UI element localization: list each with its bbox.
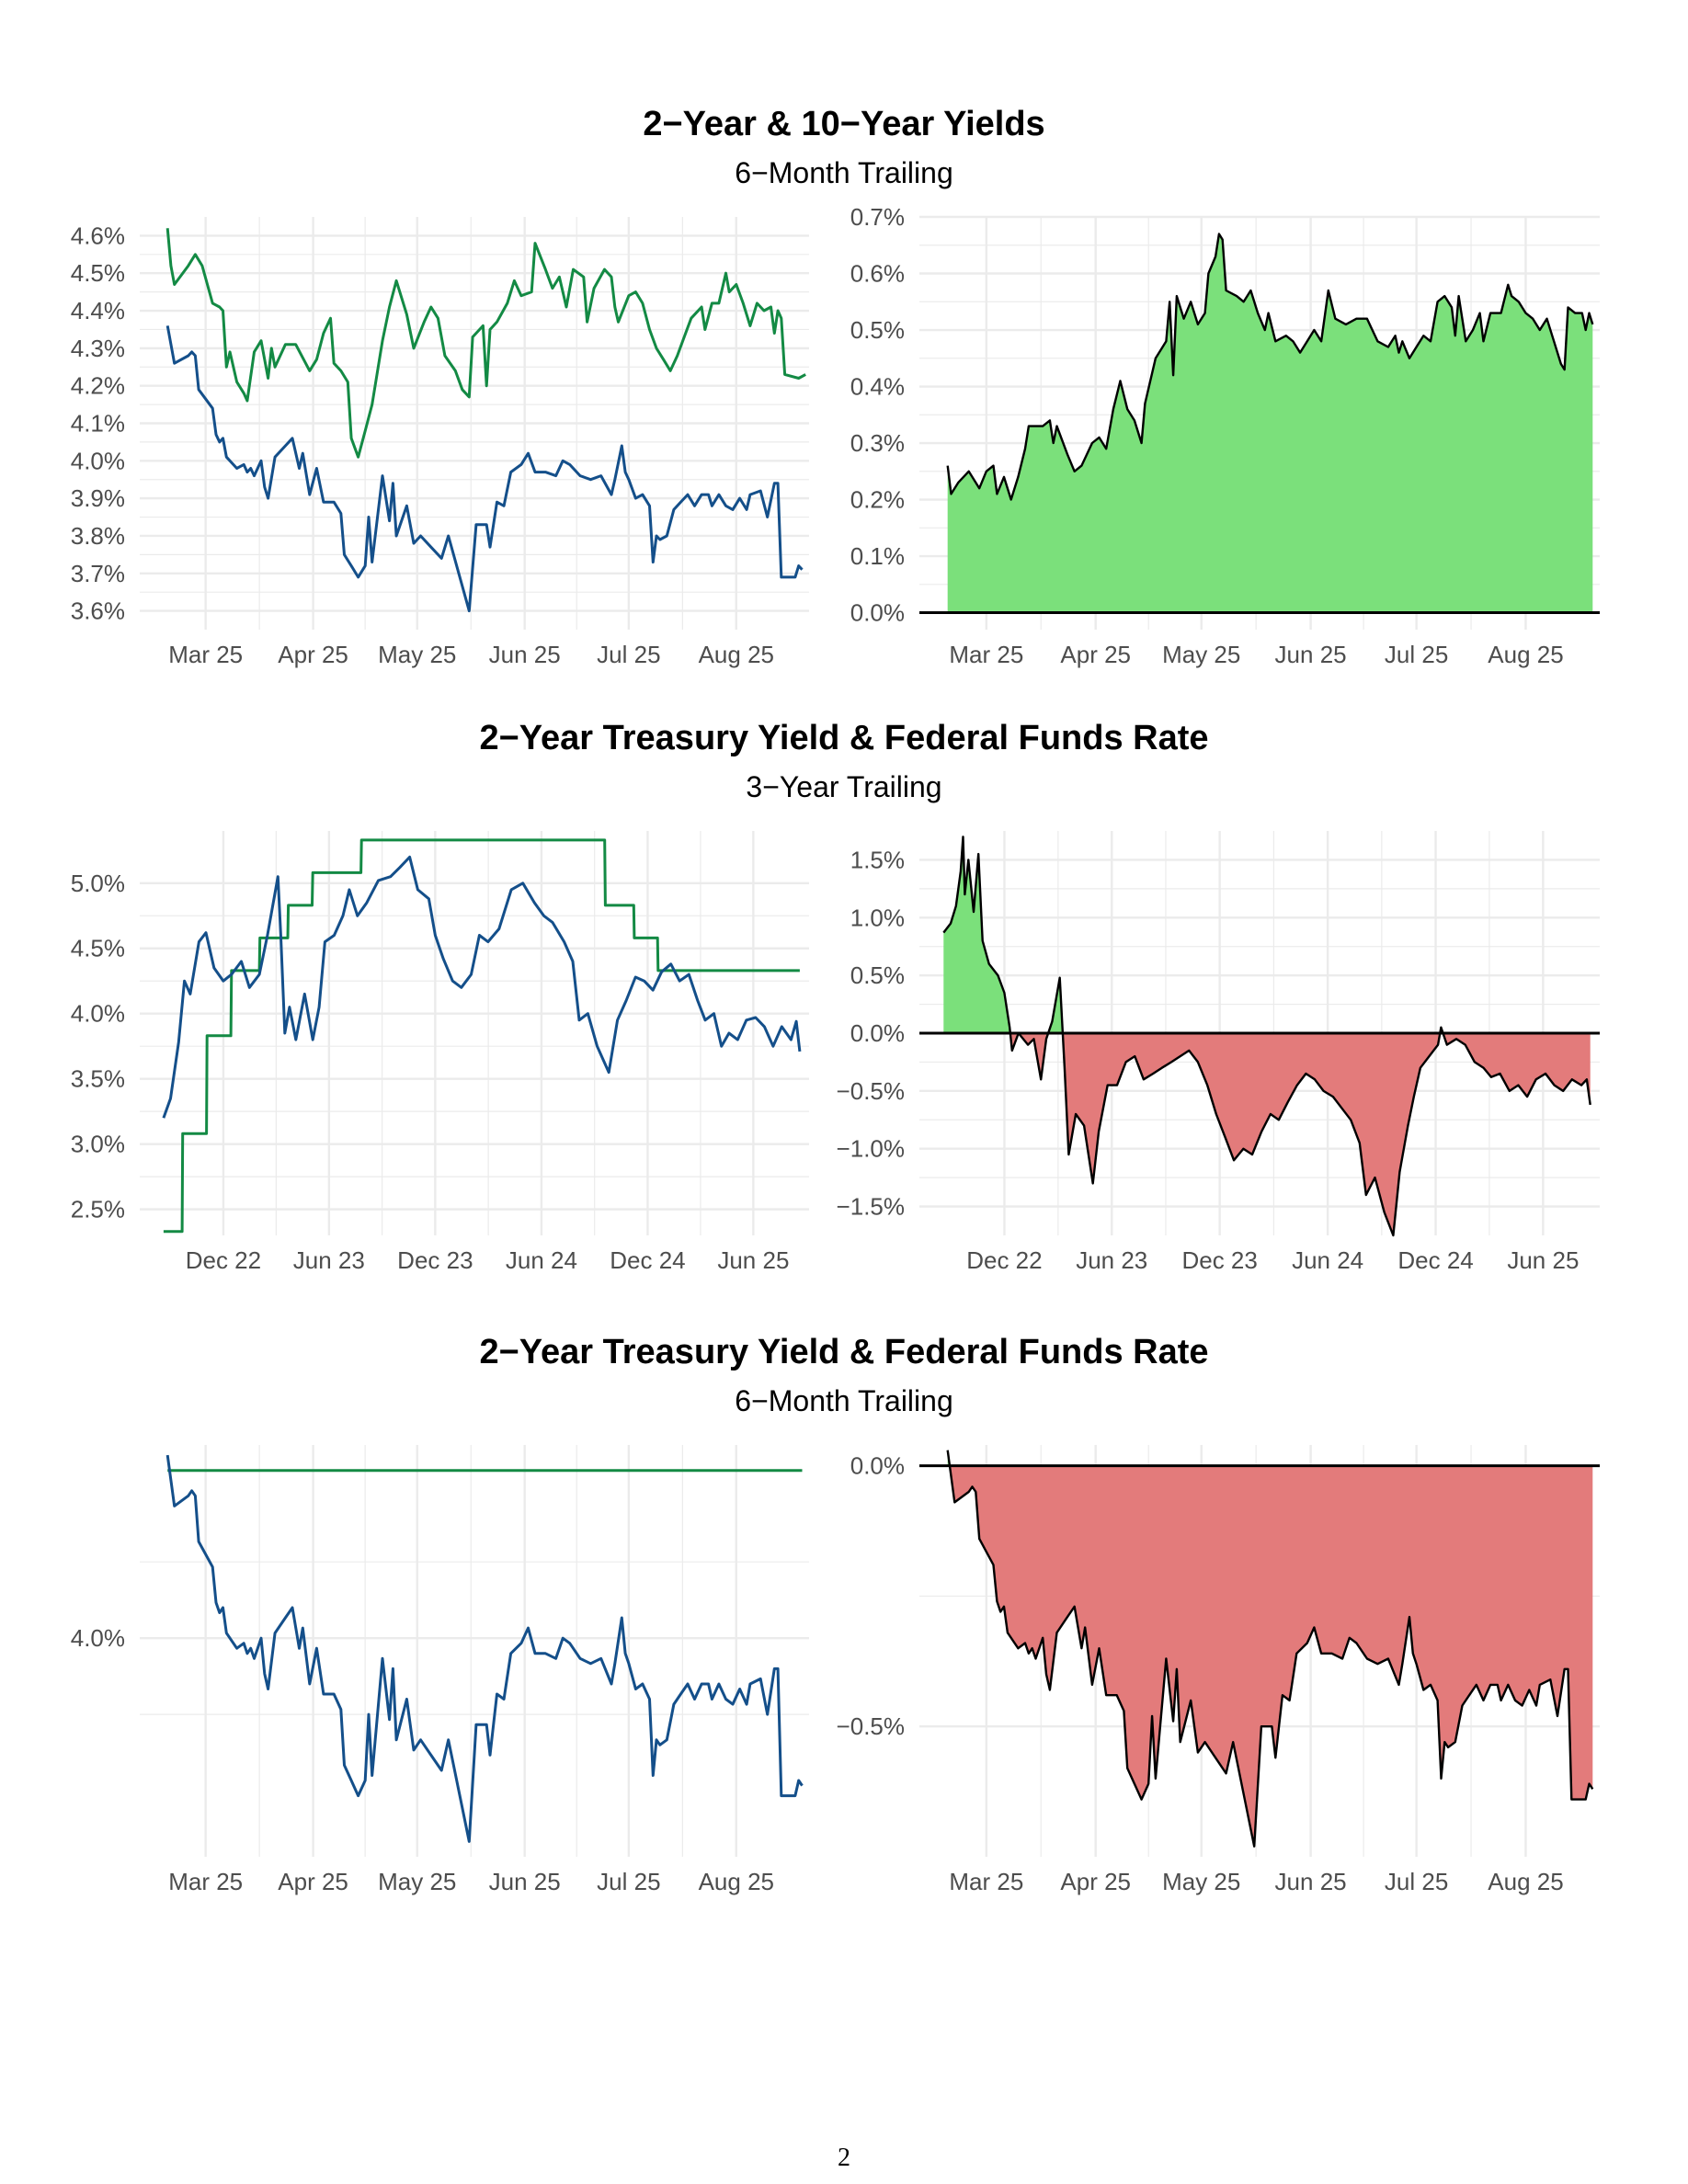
y-tick-label: 0.0% [850, 599, 905, 627]
y-tick-label: 3.6% [71, 597, 125, 625]
positive-area [947, 233, 1593, 613]
y-tick-label: 4.5% [71, 259, 125, 287]
x-tick-label: Jun 25 [489, 641, 561, 668]
y-tick-label: 0.5% [850, 316, 905, 344]
section-3-title: 2−Year Treasury Yield & Federal Funds Ra… [479, 1333, 1209, 1371]
chart-5: 4.0% Mar 25 Apr 25 May 25 Jun 25 Jul 25 Aug 25 [71, 1445, 809, 1895]
y-tick-label: 0.4% [850, 373, 905, 401]
x-tick-label: Aug 25 [699, 1868, 774, 1895]
y-tick-label: 3.7% [71, 560, 125, 587]
chart-1: 3.6% 3.7% 3.8% 3.9% 4.0% 4.1% 4.2% 4.3% 4.4% 4.5%… [71, 217, 809, 668]
spread-line [942, 836, 1591, 1237]
x-tick-label: Mar 25 [949, 641, 1023, 668]
section-1-title: 2−Year & 10−Year Yields [643, 105, 1045, 143]
chart-2: 0.0% 0.1% 0.2% 0.3% 0.4% 0.5% 0.6% 0.7% Mar 25 Ap… [850, 203, 1600, 668]
x-tick-label: Jun 25 [1275, 1868, 1347, 1895]
y-tick-label: 4.4% [71, 297, 125, 324]
y-tick-label: 1.5% [850, 846, 905, 873]
page-number: 2 [838, 2144, 850, 2172]
y-tick-label: 4.0% [71, 1000, 125, 1028]
x-tick-label: Dec 22 [186, 1246, 261, 1274]
y-tick-label: 3.8% [71, 522, 125, 550]
negative-area [943, 1033, 1591, 1235]
y-tick-label: 2.5% [71, 1196, 125, 1223]
series-line [165, 1454, 804, 1843]
x-tick-label: Jul 25 [1385, 641, 1448, 668]
y-tick-label: 4.0% [71, 447, 125, 474]
y-tick-label: 1.0% [850, 904, 905, 931]
x-tick-label: Apr 25 [278, 1868, 348, 1895]
x-tick-label: Jun 25 [1275, 641, 1347, 668]
y-tick-label: 0.7% [850, 203, 905, 231]
x-tick-label: Jun 25 [489, 1868, 561, 1895]
x-tick-label: Jun 23 [293, 1246, 365, 1274]
y-tick-label: 0.2% [850, 486, 905, 514]
x-tick-label: Jul 25 [597, 641, 660, 668]
chart-4: −1.5% −1.0% −0.5% 0.0% 0.5% 1.0% 1.5% Dec 22 Jun… [837, 831, 1600, 1274]
x-tick-label: Apr 25 [1060, 1868, 1131, 1895]
x-tick-label: Aug 25 [699, 641, 774, 668]
y-tick-label: −0.5% [837, 1077, 905, 1105]
x-tick-label: May 25 [378, 1868, 456, 1895]
section-3-subtitle: 6−Month Trailing [735, 1384, 953, 1417]
y-tick-label: −1.0% [837, 1135, 905, 1163]
section-1-subtitle: 6−Month Trailing [735, 156, 953, 189]
y-tick-label: 4.5% [71, 935, 125, 962]
chart-3: 2.5% 3.0% 3.5% 4.0% 4.5% 5.0% Dec 22 Jun 23 Dec … [71, 831, 809, 1274]
x-tick-label: Aug 25 [1488, 1868, 1563, 1895]
y-tick-label: 0.5% [850, 961, 905, 989]
x-tick-label: May 25 [1162, 1868, 1240, 1895]
x-tick-label: Dec 23 [397, 1246, 473, 1274]
x-tick-label: Jul 25 [597, 1868, 660, 1895]
y-tick-label: 4.0% [71, 1624, 125, 1652]
x-tick-label: Apr 25 [278, 641, 348, 668]
spread-line [946, 233, 1594, 501]
x-tick-label: Jun 24 [1292, 1246, 1363, 1274]
x-tick-label: Mar 25 [168, 641, 243, 668]
spread-line [946, 1450, 1594, 1848]
y-tick-label: 3.9% [71, 484, 125, 512]
y-tick-label: 0.3% [850, 429, 905, 457]
x-tick-label: Dec 24 [610, 1246, 685, 1274]
y-tick-label: −0.5% [837, 1712, 905, 1740]
negative-area [947, 1465, 1593, 1847]
y-tick-label: 3.5% [71, 1065, 125, 1093]
y-tick-label: 0.1% [850, 542, 905, 570]
x-tick-label: Dec 22 [966, 1246, 1042, 1274]
x-tick-label: Mar 25 [949, 1868, 1023, 1895]
x-tick-label: Dec 24 [1397, 1246, 1473, 1274]
x-tick-label: Jul 25 [1385, 1868, 1448, 1895]
x-tick-label: Jun 25 [1507, 1246, 1579, 1274]
y-tick-label: 0.6% [850, 260, 905, 288]
section-2-subtitle: 3−Year Trailing [746, 770, 942, 803]
y-tick-label: 4.2% [71, 372, 125, 400]
y-tick-label: 3.0% [71, 1131, 125, 1158]
x-tick-label: Jun 24 [506, 1246, 577, 1274]
series-line [162, 855, 802, 1119]
y-tick-label: 0.0% [850, 1452, 905, 1480]
y-tick-label: 4.6% [71, 222, 125, 249]
x-tick-label: May 25 [1162, 641, 1240, 668]
y-tick-label: −1.5% [837, 1193, 905, 1221]
y-tick-label: 4.3% [71, 335, 125, 362]
series-line [165, 228, 806, 459]
chart-6: −0.5% 0.0% Mar 25 Apr 25 May 25 Jun 25 Jul 25 A… [837, 1445, 1600, 1895]
x-tick-label: Jun 25 [717, 1246, 789, 1274]
series-line [165, 325, 804, 613]
x-tick-label: Dec 23 [1181, 1246, 1257, 1274]
series-line [163, 838, 800, 1234]
y-tick-label: 4.1% [71, 410, 125, 438]
x-tick-label: Apr 25 [1060, 641, 1131, 668]
x-tick-label: May 25 [378, 641, 456, 668]
y-tick-label: 0.0% [850, 1019, 905, 1047]
section-2-title: 2−Year Treasury Yield & Federal Funds Ra… [479, 719, 1209, 757]
x-tick-label: Jun 23 [1076, 1246, 1147, 1274]
y-tick-label: 5.0% [71, 870, 125, 897]
x-tick-label: Aug 25 [1488, 641, 1563, 668]
x-tick-label: Mar 25 [168, 1868, 243, 1895]
